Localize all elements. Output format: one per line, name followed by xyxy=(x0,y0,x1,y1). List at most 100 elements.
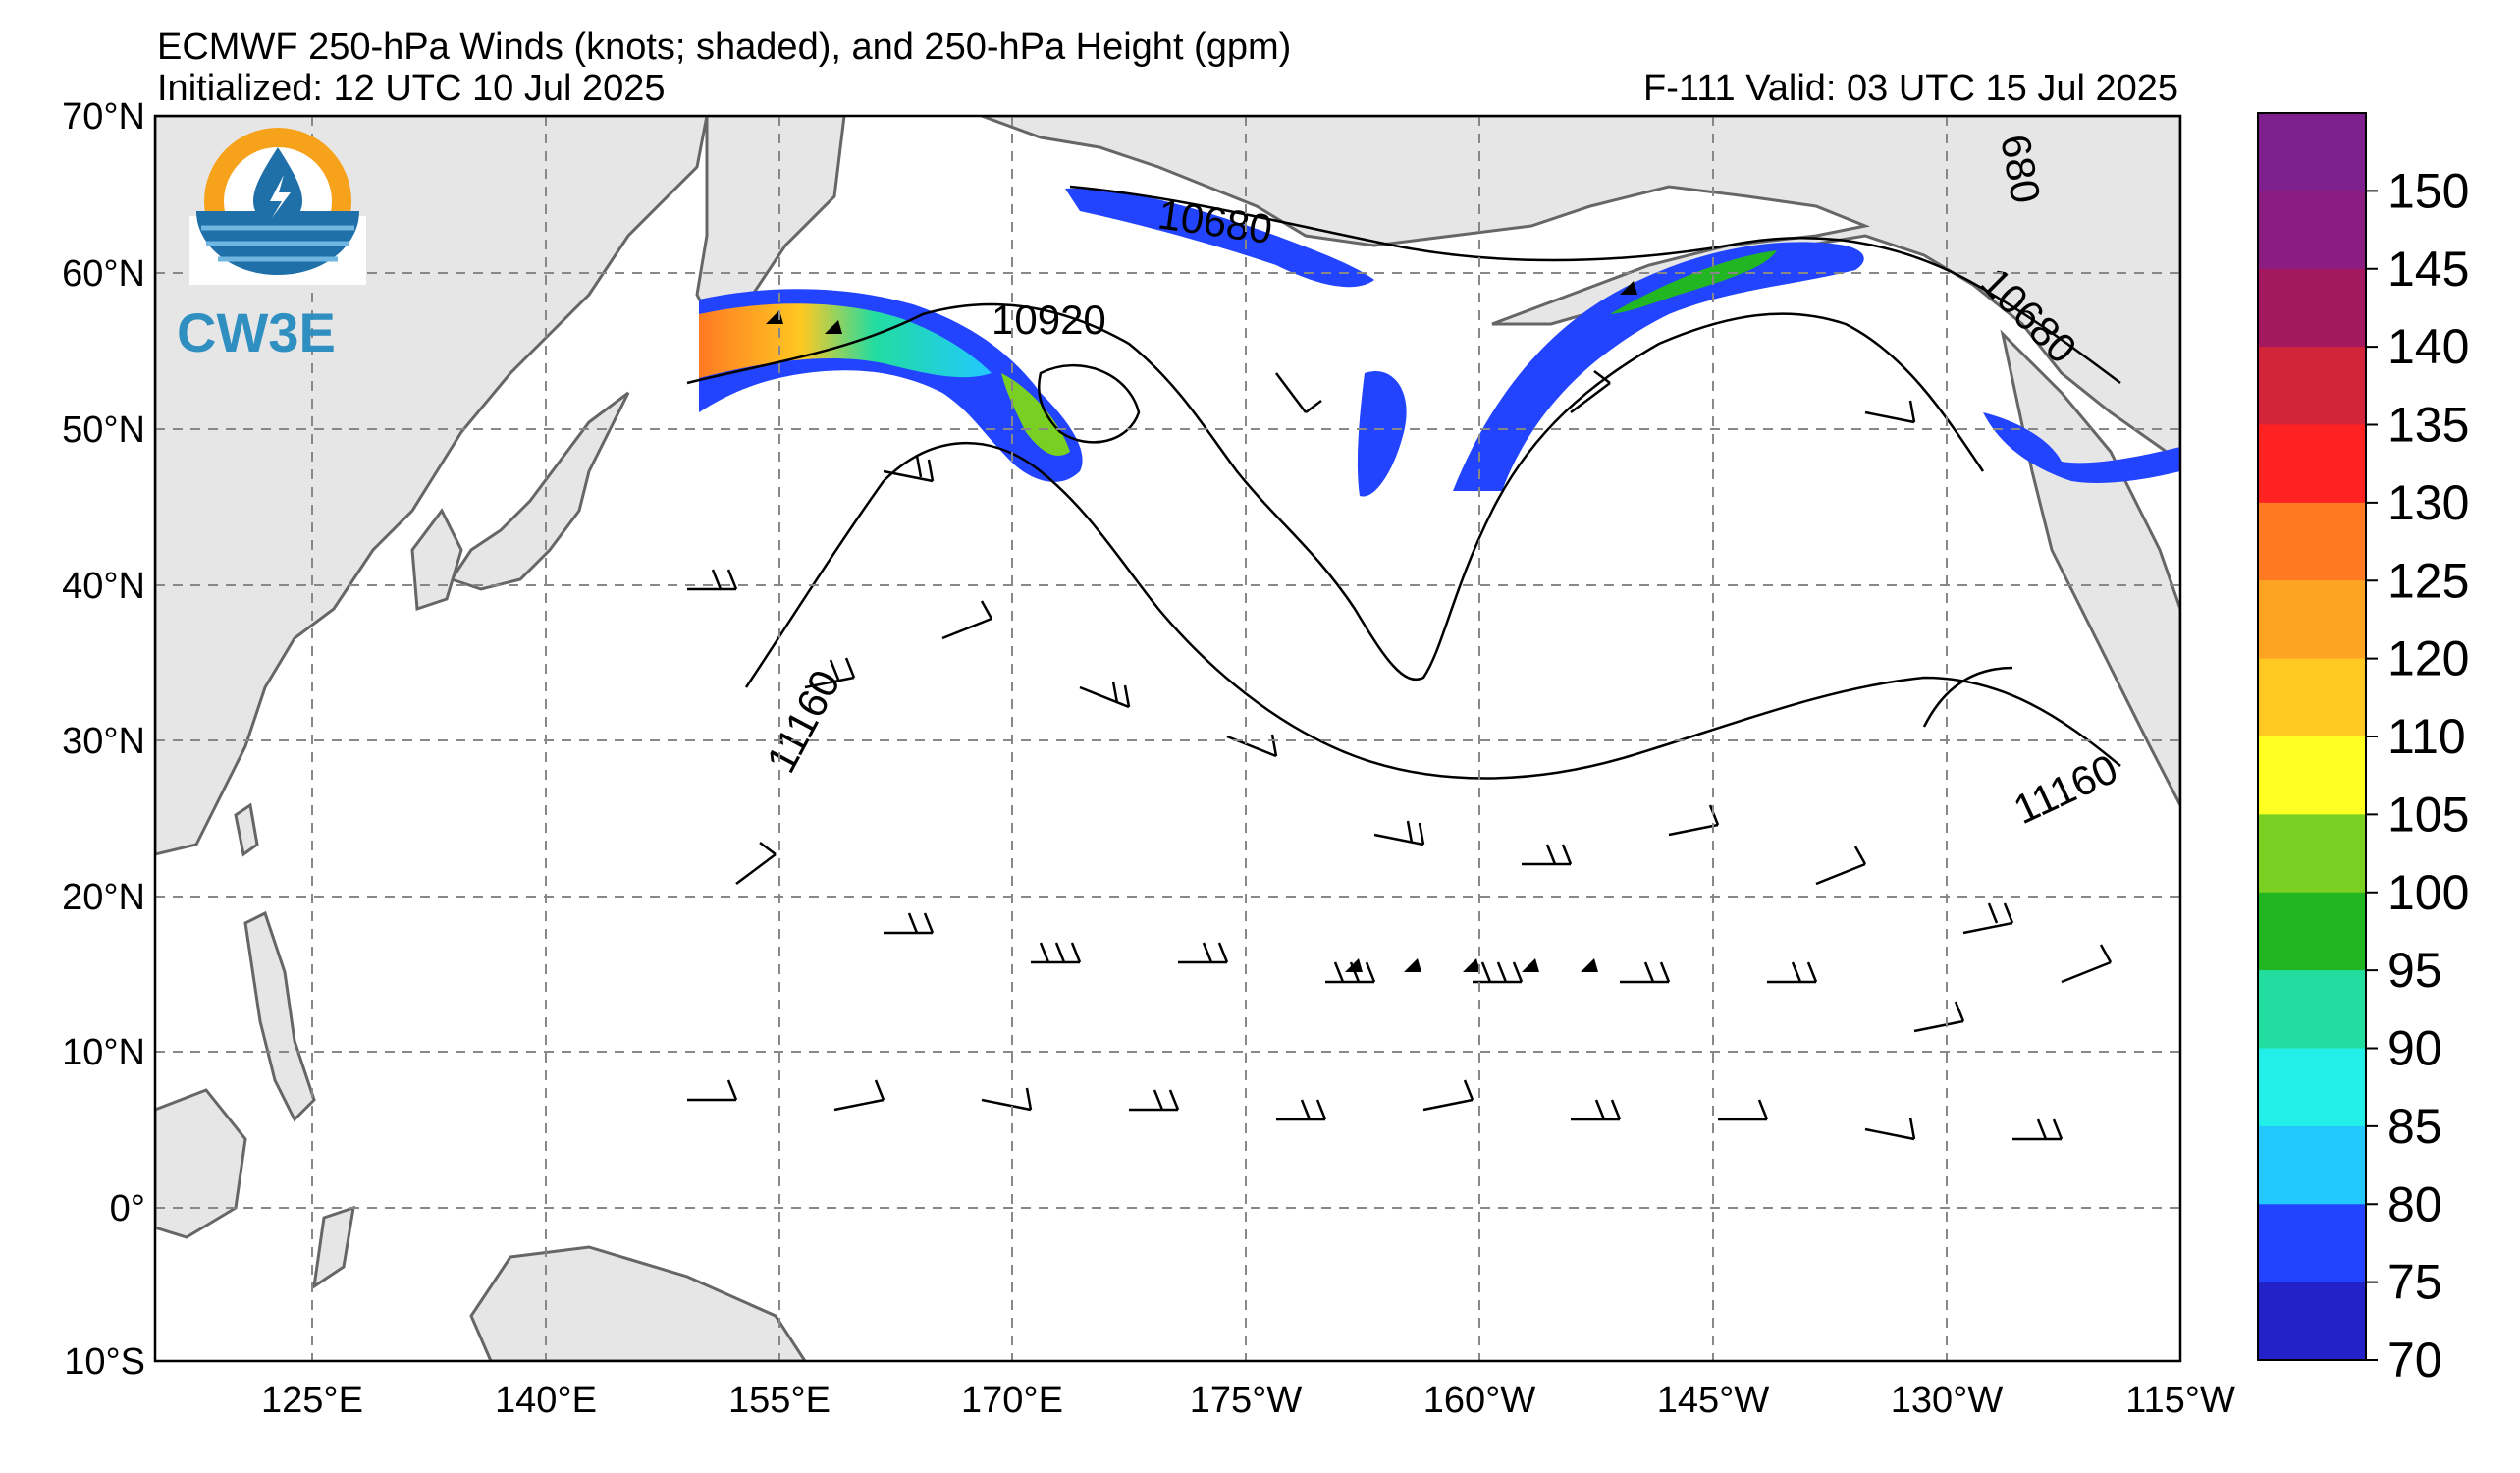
pennant xyxy=(825,320,842,334)
wind-barb xyxy=(833,1079,885,1112)
wind-barb xyxy=(981,1087,1033,1112)
jet-streak-north xyxy=(1065,188,1374,288)
lat-label: 60°N xyxy=(62,253,145,295)
wind-barb xyxy=(1473,961,1524,984)
colorbar-label: 75 xyxy=(2387,1255,2442,1310)
wind-barb xyxy=(804,657,856,689)
colorbar-label: 145 xyxy=(2387,242,2469,297)
pennant xyxy=(1345,958,1363,972)
wind-barb xyxy=(1031,942,1082,964)
wind-barb xyxy=(941,600,993,640)
colorbar-swatch xyxy=(2258,580,2366,660)
wind-barb xyxy=(687,569,738,591)
lon-label: 175°W xyxy=(1190,1380,1303,1421)
wind-barb xyxy=(1276,1099,1327,1121)
colorbar-label: 140 xyxy=(2387,319,2469,374)
lon-label: 170°E xyxy=(961,1380,1063,1421)
colorbar-label: 80 xyxy=(2387,1176,2442,1231)
colorbar-swatch xyxy=(2258,191,2366,270)
wind-barb xyxy=(1864,400,1916,424)
contour-11160-east xyxy=(1922,666,2013,728)
colorbar-label: 90 xyxy=(2387,1021,2442,1076)
pennant xyxy=(1620,281,1637,295)
wind-barb xyxy=(884,912,935,935)
wind-barb xyxy=(1522,844,1573,866)
contour-10680 xyxy=(1069,185,2121,385)
jet-streak-west-hook xyxy=(1001,373,1070,456)
pennant xyxy=(1522,958,1539,972)
wind-barb xyxy=(1913,1001,1965,1033)
lat-label: 0° xyxy=(110,1188,145,1229)
jet-streak-east xyxy=(1983,412,2180,483)
wind-barb xyxy=(1373,820,1425,846)
contour-11160 xyxy=(744,442,2121,780)
lat-label: 10°S xyxy=(64,1341,145,1383)
wind-barb xyxy=(687,1079,738,1102)
lon-label: 125°E xyxy=(261,1380,363,1421)
land-philippines xyxy=(243,910,316,1122)
lat-axis: 70°N 60°N 50°N 40°N 30°N 20°N 10°N 0° 10… xyxy=(62,96,145,1383)
wind-barbs xyxy=(687,370,2113,1141)
colorbar-label: 70 xyxy=(2387,1333,2442,1388)
colorbar-swatch xyxy=(2258,424,2366,504)
colorbar: 150 145 140 135 130 125 120 110 105 100 95 90 85 80 75… xyxy=(2257,112,2469,1388)
lat-label: 20°N xyxy=(62,877,145,918)
pennant xyxy=(1463,958,1480,972)
gridlines xyxy=(155,116,2180,1361)
colorbar-label: 150 xyxy=(2387,163,2469,218)
colorbar-swatch xyxy=(2258,1282,2366,1361)
valid-time: F-111 Valid: 03 UTC 15 Jul 2025 xyxy=(1643,68,2178,109)
height-contours xyxy=(686,185,2121,780)
wind-barb xyxy=(1129,1089,1180,1112)
wind-barb xyxy=(735,842,777,885)
colorbar-swatch xyxy=(2258,268,2366,348)
lon-label: 160°W xyxy=(1423,1380,1536,1421)
jet-streak-trough xyxy=(1357,371,1407,497)
pennant xyxy=(1404,958,1421,972)
wind-pennants xyxy=(766,281,1637,972)
colorbar-label: 100 xyxy=(2387,865,2469,920)
wind-barb xyxy=(1571,1099,1622,1121)
colorbar-label: 105 xyxy=(2387,787,2469,842)
land-new-guinea xyxy=(469,1245,807,1361)
colorbar-swatch xyxy=(2258,502,2366,581)
wind-barb xyxy=(1079,681,1131,709)
wind-barb xyxy=(1718,1099,1769,1121)
land-sulawesi xyxy=(312,1205,355,1290)
wind-barb xyxy=(1570,370,1611,413)
land-taiwan xyxy=(234,802,259,857)
initialized-time: Initialized: 12 UTC 10 Jul 2025 xyxy=(157,68,666,109)
colorbar-label: 125 xyxy=(2387,553,2469,608)
colorbar-swatch xyxy=(2258,1204,2366,1283)
colorbar-swatch xyxy=(2258,1125,2366,1205)
colorbar-swatch xyxy=(2258,970,2366,1049)
colorbar-label: 95 xyxy=(2387,943,2442,998)
lon-label: 130°W xyxy=(1891,1380,2004,1421)
colorbar-swatch xyxy=(2258,892,2366,971)
wind-barb xyxy=(1767,961,1818,984)
lon-label: 145°W xyxy=(1657,1380,1770,1421)
colorbar-swatch xyxy=(2258,814,2366,894)
lat-label: 40°N xyxy=(62,566,145,607)
wind-barb xyxy=(1325,961,1376,984)
colorbar-label: 135 xyxy=(2387,398,2469,453)
lat-label: 30°N xyxy=(62,721,145,762)
lat-label: 50°N xyxy=(62,409,145,451)
land-japan xyxy=(449,391,630,591)
wind-shading xyxy=(699,188,2180,497)
colorbar-label: 85 xyxy=(2387,1099,2442,1154)
lat-label: 10°N xyxy=(62,1032,145,1073)
map-title: ECMWF 250-hPa Winds (knots; shaded), and… xyxy=(157,27,1292,68)
jet-streak-ridge-core xyxy=(1610,250,1777,314)
colorbar-swatch xyxy=(2258,658,2366,737)
colorbar-swatch xyxy=(2258,347,2366,425)
colorbar-swatch xyxy=(2258,113,2366,191)
wind-barb xyxy=(1275,372,1322,413)
logo-text: CW3E xyxy=(177,301,336,363)
contour-label-10920: 10920 xyxy=(992,297,1106,343)
lon-label: 140°E xyxy=(495,1380,597,1421)
contour-low xyxy=(1037,363,1141,444)
wind-barb xyxy=(1962,902,2014,935)
colorbar-label: 130 xyxy=(2387,475,2469,530)
